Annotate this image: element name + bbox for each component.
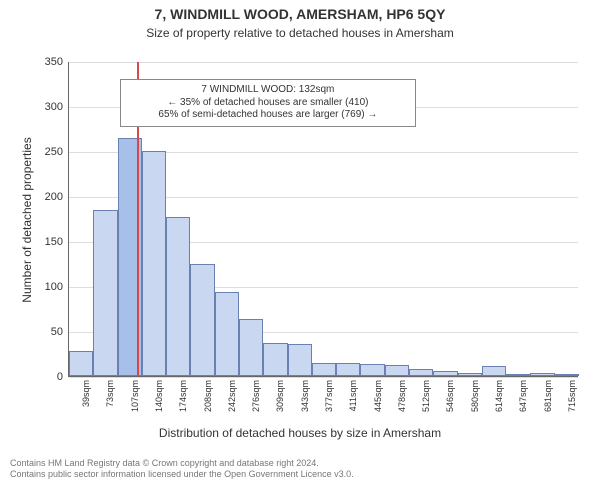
ytick-label: 0: [57, 371, 69, 383]
ytick-label: 50: [51, 326, 69, 338]
xtick-label: 309sqm: [275, 380, 285, 412]
xtick-label: 647sqm: [518, 380, 528, 412]
bar: [555, 374, 579, 376]
bar: [239, 319, 263, 376]
xtick-label: 715sqm: [567, 380, 577, 412]
xtick-label: 512sqm: [421, 380, 431, 412]
info-box-line: ← 35% of detached houses are smaller (41…: [129, 97, 407, 110]
bar: [215, 292, 239, 376]
xtick-label: 242sqm: [227, 380, 237, 412]
footer-line-1: Contains HM Land Registry data © Crown c…: [10, 458, 354, 469]
bar: [433, 371, 457, 376]
grid-line: [69, 377, 578, 378]
bar: [69, 351, 93, 376]
xtick-label: 73sqm: [105, 380, 115, 407]
bar: [93, 210, 117, 377]
footer-text: Contains HM Land Registry data © Crown c…: [10, 458, 354, 480]
xtick-label: 681sqm: [543, 380, 553, 412]
bar: [385, 365, 409, 376]
xtick-label: 276sqm: [251, 380, 261, 412]
ytick-label: 300: [45, 101, 69, 113]
bar: [288, 344, 312, 376]
bar: [312, 363, 336, 377]
xtick-label: 39sqm: [81, 380, 91, 407]
xtick-label: 478sqm: [397, 380, 407, 412]
bar: [360, 364, 384, 376]
xtick-label: 107sqm: [130, 380, 140, 412]
figure: { "layout": { "canvas": { "w": 600, "h":…: [0, 0, 600, 500]
xtick-label: 208sqm: [203, 380, 213, 412]
bar: [166, 217, 190, 376]
bar: [142, 151, 166, 376]
ytick-label: 200: [45, 191, 69, 203]
grid-line: [69, 62, 578, 63]
plot-area: 05010015020025030035039sqm73sqm107sqm140…: [68, 62, 578, 377]
x-axis-label: Distribution of detached houses by size …: [0, 426, 600, 440]
ytick-label: 100: [45, 281, 69, 293]
y-axis-label: Number of detached properties: [20, 137, 34, 302]
ytick-label: 150: [45, 236, 69, 248]
xtick-label: 411sqm: [348, 380, 358, 411]
bar: [409, 369, 433, 376]
bar: [458, 373, 482, 376]
bar: [530, 373, 554, 376]
xtick-label: 174sqm: [178, 380, 188, 412]
bar: [336, 363, 360, 376]
info-box-line: 7 WINDMILL WOOD: 132sqm: [129, 84, 407, 97]
bar: [263, 343, 287, 376]
xtick-label: 140sqm: [154, 380, 164, 412]
chart-subtitle: Size of property relative to detached ho…: [0, 26, 600, 40]
ytick-label: 250: [45, 146, 69, 158]
bar: [506, 374, 530, 376]
xtick-label: 546sqm: [445, 380, 455, 412]
info-box: 7 WINDMILL WOOD: 132sqm← 35% of detached…: [120, 79, 416, 127]
bar: [482, 366, 506, 376]
footer-line-2: Contains public sector information licen…: [10, 469, 354, 480]
xtick-label: 614sqm: [494, 380, 504, 412]
ytick-label: 350: [45, 56, 69, 68]
xtick-label: 445sqm: [373, 380, 383, 412]
info-box-line: 65% of semi-detached houses are larger (…: [129, 109, 407, 122]
xtick-label: 377sqm: [324, 380, 334, 412]
chart-title: 7, WINDMILL WOOD, AMERSHAM, HP6 5QY: [0, 6, 600, 22]
xtick-label: 580sqm: [470, 380, 480, 412]
bar: [190, 264, 214, 377]
xtick-label: 343sqm: [300, 380, 310, 412]
